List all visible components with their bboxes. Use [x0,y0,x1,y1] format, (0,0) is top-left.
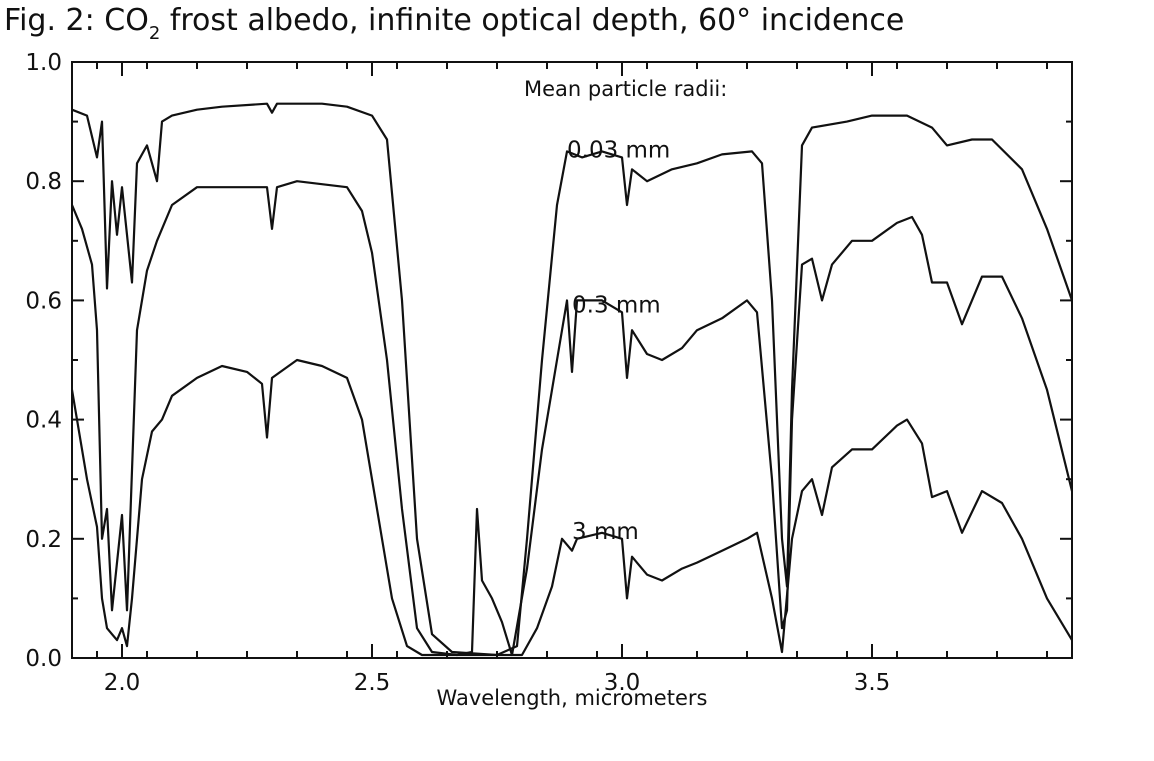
x-tick-label: 2.5 [354,670,391,696]
series-label: 0.3 mm [572,292,661,318]
chart-title-subscript: 2 [149,23,160,44]
y-tick-label: 0.8 [25,169,62,195]
chart-title: Fig. 2: CO2 frost albedo, infinite optic… [4,3,904,44]
series-line-3-mm [70,358,1073,657]
y-tick-label: 0.2 [25,527,62,553]
x-tick-label: 2.0 [104,670,141,696]
y-tick-label: 1.0 [25,50,62,76]
series-group [70,102,1074,657]
series-line-0-03-mm [71,102,1074,657]
chart-title-prefix: Fig. 2: CO [4,3,149,38]
y-tick-label: 0.4 [25,408,62,434]
x-axis-label: Wavelength, micrometers [437,686,708,710]
x-tick-label: 3.5 [854,670,891,696]
y-tick-label: 0.6 [25,288,62,314]
x-axis: 2.0 2.5 3.0 3.5 [96,62,1048,696]
y-tick-label: 0.0 [25,646,62,672]
x-tick-label: 3.0 [604,670,641,696]
legend-title: Mean particle radii: [524,77,727,101]
series-labels: 0.03 mm 0.3 mm 3 mm [567,137,670,544]
y-axis: 0.0 0.2 0.4 0.6 0.8 1.0 [25,50,1072,672]
series-line-0-3-mm [70,180,1074,657]
series-label: 3 mm [572,519,639,545]
series-label: 0.03 mm [567,137,670,163]
chart-title-suffix: frost albedo, infinite optical depth, 60… [160,3,904,38]
